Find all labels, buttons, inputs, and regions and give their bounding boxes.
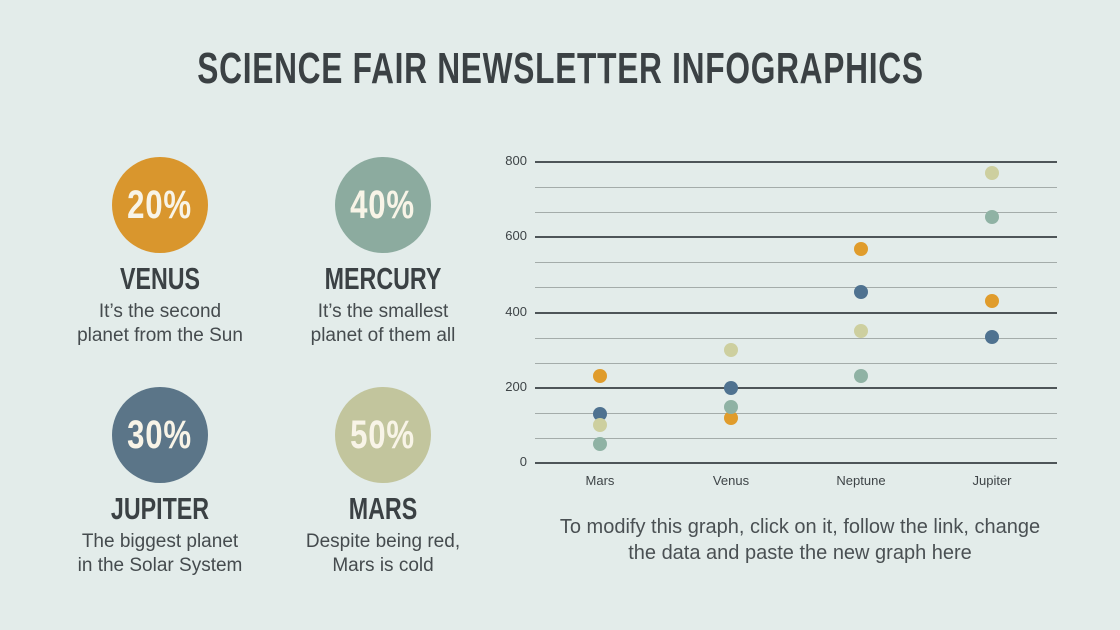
data-point (985, 330, 999, 344)
gridline-major (535, 312, 1057, 314)
stat-name-venus: VENUS (119, 261, 201, 296)
x-category-label: Neptune (836, 473, 886, 488)
data-point (985, 294, 999, 308)
stat-name-jupiter: JUPITER (110, 491, 210, 526)
stat-percent-mercury: 40% (350, 182, 416, 227)
stat-description-mercury: It’s the smallest planet of them all (310, 301, 456, 346)
data-point (593, 437, 607, 451)
gridline-major (535, 387, 1057, 389)
stat-circle-mars: 50% (335, 387, 431, 483)
stat-percent-mars: 50% (350, 412, 416, 457)
y-tick-label: 800 (505, 153, 527, 168)
stat-card-mars: 50% MARS Despite being red, Mars is cold (268, 387, 498, 578)
stat-description-jupiter: The biggest planet in the Solar System (77, 531, 243, 576)
y-tick-label: 0 (519, 454, 527, 469)
data-point (985, 210, 999, 224)
planet-scatter-chart[interactable]: 0 200 400 600 800 Mars Venus Neptune Jupiter (505, 153, 1057, 488)
gridline-minor (535, 212, 1057, 213)
stat-percent-jupiter: 30% (127, 412, 193, 457)
stat-name-mars: MARS (348, 491, 418, 526)
stat-card-jupiter: 30% JUPITER The biggest planet in the So… (45, 387, 275, 578)
y-tick-label: 200 (505, 379, 527, 394)
stat-circle-mercury: 40% (335, 157, 431, 253)
stat-card-venus: 20% VENUS It’s the second planet from th… (45, 157, 275, 348)
gridline-major (535, 161, 1057, 163)
data-point (854, 324, 868, 338)
gridline-minor (535, 363, 1057, 364)
stat-description-mars: Despite being red, Mars is cold (305, 531, 461, 576)
gridline-major (535, 236, 1057, 238)
stat-description-venus: It’s the second planet from the Sun (77, 301, 243, 346)
gridline-minor (535, 187, 1057, 188)
gridline-minor (535, 338, 1057, 339)
gridline-minor (535, 438, 1057, 439)
data-point (854, 369, 868, 383)
stat-name-mercury: MERCURY (324, 261, 442, 296)
data-point (985, 166, 999, 180)
gridline-major (535, 462, 1057, 464)
data-point (724, 411, 738, 425)
data-point (854, 242, 868, 256)
x-category-label: Mars (585, 473, 615, 488)
stat-card-mercury: 40% MERCURY It’s the smallest planet of … (268, 157, 498, 348)
data-point (724, 343, 738, 357)
x-category-label: Jupiter (972, 473, 1012, 488)
stat-circle-venus: 20% (112, 157, 208, 253)
data-point (593, 407, 607, 421)
gridline-minor (535, 262, 1057, 263)
data-point (724, 400, 738, 414)
stat-percent-venus: 20% (127, 182, 193, 227)
y-tick-label: 600 (505, 228, 527, 243)
chart-caption: To modify this graph, click on it, follo… (559, 516, 1041, 565)
x-category-label: Venus (712, 473, 750, 488)
page-title: SCIENCE FAIR NEWSLETTER INFOGRAPHICS (196, 44, 924, 93)
data-point (593, 418, 607, 432)
y-tick-label: 400 (505, 304, 527, 319)
data-point (593, 369, 607, 383)
gridline-minor (535, 413, 1057, 414)
title-container: SCIENCE FAIR NEWSLETTER INFOGRAPHICS (0, 44, 1120, 94)
stat-circle-jupiter: 30% (112, 387, 208, 483)
data-point (854, 285, 868, 299)
data-point (724, 381, 738, 395)
gridline-minor (535, 287, 1057, 288)
